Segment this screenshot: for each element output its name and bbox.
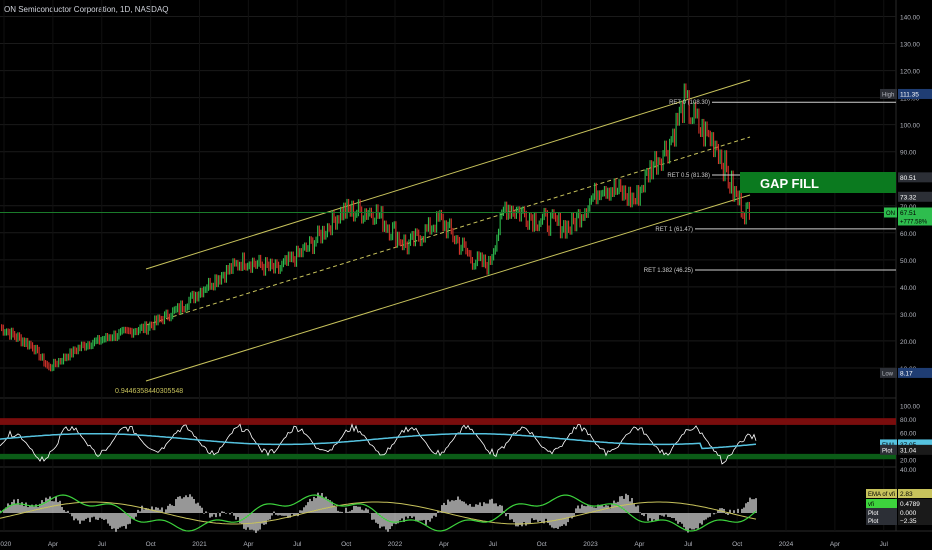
flow-axis-marker — [898, 516, 932, 525]
x-tick-label: Oct — [341, 541, 351, 548]
x-tick-label: Apr — [48, 541, 59, 548]
x-tick-label: Apr — [634, 541, 645, 548]
rsi-tick-label: 60.00 — [900, 430, 917, 437]
y-tick-label: 140.00 — [900, 15, 920, 22]
x-tick-label: Jul — [880, 541, 889, 548]
price-axis-marker-value: 80.51 — [900, 175, 917, 182]
x-tick-label: Apr — [439, 541, 450, 548]
price-axis-marker-value: 73.32 — [900, 194, 917, 201]
x-tick-label: 2023 — [583, 541, 598, 548]
marker-tag — [884, 207, 897, 218]
price-axis-marker — [898, 88, 932, 99]
flow-axis-marker-value: 2.83 — [900, 491, 913, 498]
price-axis-marker-change: +777.58% — [900, 219, 928, 225]
vfi-line — [0, 494, 757, 532]
x-tick-label: Apr — [830, 541, 841, 548]
marker-tag-label: Plot — [882, 448, 893, 454]
price-axis-marker-value: 111.35 — [900, 91, 919, 98]
chart-title: ON Semiconductor Corporation, 1D, NASDAQ — [4, 5, 169, 14]
y-tick-label: 20.00 — [900, 339, 917, 346]
y-tick-label: 50.00 — [900, 258, 917, 265]
channel-lower-line — [145, 194, 751, 382]
marker-tag-label: Plot — [868, 519, 879, 525]
flow-tick-label: 40.00 — [900, 467, 917, 474]
rsi-oversold-band — [0, 453, 896, 460]
gap-fill-label: GAP FILL — [760, 176, 819, 191]
marker-tag-label: High — [882, 92, 894, 98]
y-tick-label: 60.00 — [900, 231, 917, 238]
marker-tag-label: EMA of vfi — [868, 492, 895, 498]
y-tick-label: 100.00 — [900, 123, 920, 130]
rsi-ema-line — [0, 432, 757, 450]
marker-tag — [866, 508, 897, 517]
x-tick-label: Jul — [293, 541, 302, 548]
x-tick-label: Jul — [489, 541, 498, 548]
marker-tag — [866, 516, 897, 525]
vfi-ema-line — [0, 501, 757, 525]
rsi-line — [0, 423, 757, 465]
x-tick-label: 2024 — [779, 541, 794, 548]
fib-level-label: RET 1.382 (46.25) — [644, 268, 693, 274]
y-tick-label: 70.00 — [900, 204, 917, 211]
marker-tag — [866, 499, 897, 508]
rsi-axis-marker — [898, 439, 932, 450]
rsi-tick-label: 100.00 — [900, 403, 920, 410]
flow-axis-marker-value: 0.000 — [900, 510, 917, 517]
rsi-overbought-band — [0, 418, 896, 425]
x-tick-label: Oct — [537, 541, 547, 548]
x-tick-label: Oct — [146, 541, 156, 548]
marker-tag-label: ON — [886, 211, 895, 217]
marker-tag — [880, 88, 897, 99]
x-tick-label: 2021 — [192, 541, 207, 548]
channel-annotation: 0.9446358440305548 — [115, 388, 183, 395]
y-tick-label: 30.00 — [900, 312, 917, 319]
flow-axis-marker-value: −2.35 — [900, 518, 917, 525]
flow-axis-marker — [898, 508, 932, 517]
x-tick-label: Oct — [732, 541, 742, 548]
price-axis-marker — [898, 207, 932, 226]
y-tick-label: 90.00 — [900, 150, 917, 157]
flow-axis-marker — [898, 489, 932, 498]
marker-tag — [880, 439, 897, 450]
fib-level-label: RET 0.5 (81.38) — [667, 173, 710, 179]
x-tick-label: Jul — [684, 541, 693, 548]
rsi-axis-marker-value: 31.04 — [900, 447, 917, 454]
marker-tag — [866, 489, 897, 498]
x-tick-label: Jul — [98, 541, 107, 548]
rsi-tick-label: 80.00 — [900, 417, 917, 424]
y-tick-label: 120.00 — [900, 69, 920, 76]
gap-fill-box — [740, 172, 896, 193]
marker-tag-label: vfi — [868, 502, 874, 508]
channel-upper-line — [145, 79, 751, 270]
x-tick-label: 2020 — [0, 541, 12, 548]
x-tick-label: 2022 — [388, 541, 403, 548]
rsi-axis-marker — [898, 444, 932, 455]
marker-tag — [880, 367, 897, 378]
rsi-tick-label: 20.00 — [900, 457, 917, 464]
y-tick-label: 130.00 — [900, 42, 920, 49]
y-tick-label: 40.00 — [900, 285, 917, 292]
marker-tag-label: Plot — [868, 511, 879, 517]
price-axis-marker — [898, 191, 932, 202]
price-axis-marker-value: 8.17 — [900, 370, 913, 377]
price-axis-marker — [898, 172, 932, 183]
fib-level-label: RET 1 (61.47) — [655, 227, 693, 233]
marker-tag — [880, 444, 897, 455]
price-axis-marker — [898, 367, 932, 378]
flow-axis-marker-value: 0.4789 — [900, 501, 920, 508]
x-tick-label: Apr — [243, 541, 254, 548]
fib-level-label: RET 0 (108.30) — [669, 100, 710, 106]
marker-tag-label: Low — [882, 371, 894, 377]
price-axis-marker-value: 67.51 — [900, 210, 917, 217]
y-tick-label: 110.00 — [900, 96, 920, 103]
flow-axis-marker — [898, 499, 932, 508]
